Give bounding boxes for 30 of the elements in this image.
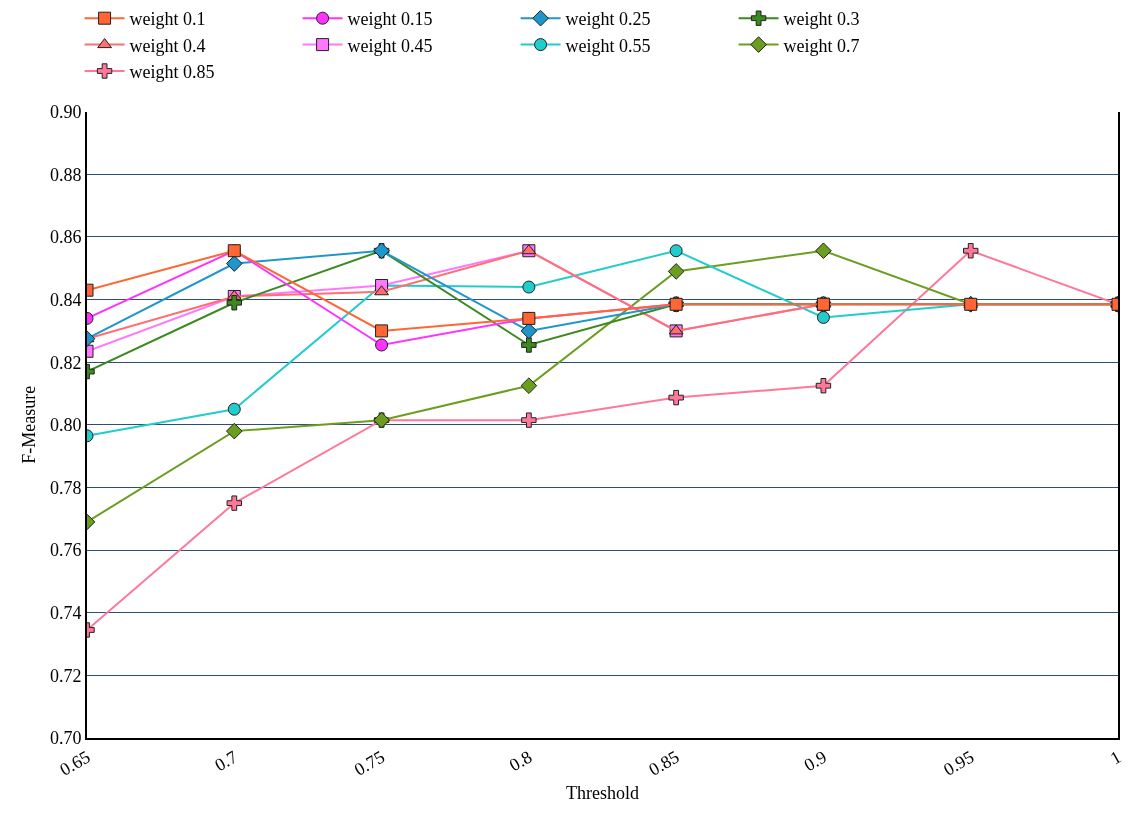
x-tick-label: 0.65 [56,746,94,780]
x-axis-title: Threshold [566,783,639,804]
legend-label: weight 0.3 [783,9,860,30]
x-tick-label: 1 [1106,746,1125,769]
legend-label: weight 0.55 [565,35,651,56]
legend-label: weight 0.4 [129,35,206,56]
y-tick-label: 0.84 [49,289,82,310]
legend-label: weight 0.15 [347,9,433,30]
x-tick-label: 0.85 [645,746,683,780]
y-tick-label: 0.72 [49,665,82,686]
x-tick-label: 0.7 [211,746,241,776]
x-tick-label: 0.95 [939,746,978,780]
legend-label: weight 0.7 [783,35,860,56]
legend-label: weight 0.1 [129,9,206,30]
y-tick-label: 0.78 [49,477,82,498]
legend-label: weight 0.85 [129,62,215,83]
legend-label: weight 0.25 [565,9,651,30]
x-tick-label: 0.9 [800,746,830,776]
y-tick-label: 0.76 [49,540,82,561]
y-tick-label: 0.90 [49,102,82,122]
y-tick-label: 0.74 [49,603,82,624]
y-axis-title: F-Measure [18,385,39,464]
x-tick-label: 0.75 [350,746,389,780]
y-tick-label: 0.82 [49,352,82,373]
y-tick-label: 0.70 [49,728,82,749]
y-tick-label: 0.88 [49,164,82,185]
legend-label: weight 0.45 [347,35,433,56]
y-tick-label: 0.86 [49,227,82,248]
x-tick-label: 0.8 [505,746,536,776]
y-tick-label: 0.80 [49,415,82,436]
